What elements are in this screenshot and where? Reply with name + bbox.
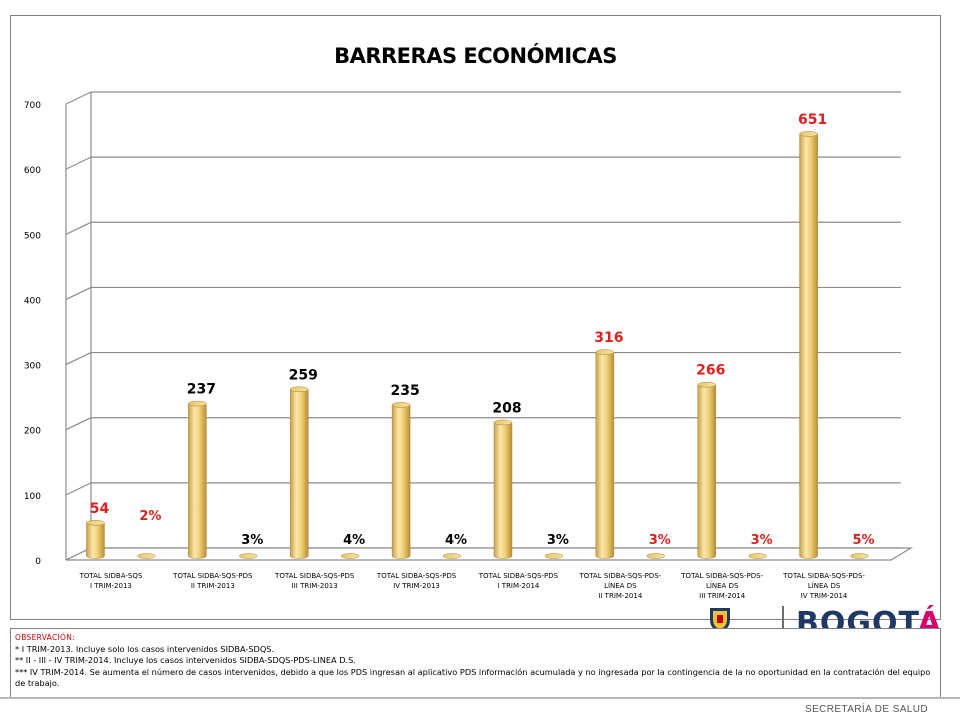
x-tick-label: I TRIM-2014 bbox=[498, 582, 540, 590]
chart-title: BARRERAS ECONÓMICAS bbox=[334, 44, 617, 68]
bar-cases-top bbox=[391, 402, 411, 408]
data-label-percent: 4% bbox=[343, 533, 365, 548]
observation-box: OBSERVACIÓN: * I TRIM-2013. Incluye solo… bbox=[10, 628, 941, 698]
data-label-percent: 3% bbox=[547, 533, 569, 548]
data-label-cases: 651 bbox=[798, 112, 827, 128]
bar-percent bbox=[340, 553, 360, 559]
bar-cases-top bbox=[289, 386, 309, 393]
observation-line-1: * I TRIM-2013. Incluye solo los casos in… bbox=[15, 643, 275, 654]
x-tick-label: TOTAL SIDBA-SQS-PDS bbox=[274, 572, 355, 580]
bar-cases bbox=[289, 389, 309, 559]
gridline-side bbox=[65, 286, 92, 300]
bar-cases-top bbox=[86, 520, 105, 526]
y-tick-label: 200 bbox=[24, 427, 41, 437]
x-tick-label: I TRIM-2013 bbox=[90, 582, 132, 590]
bar-cases-top bbox=[493, 419, 513, 426]
x-tick-label: LÍNEA DS bbox=[604, 581, 637, 590]
x-tick-label: LÍNEA DS bbox=[706, 581, 739, 590]
bar-percent bbox=[239, 553, 258, 559]
bar-percent bbox=[137, 553, 156, 559]
observation-title: OBSERVACIÓN: bbox=[15, 633, 75, 642]
coat-of-arms-icon bbox=[710, 608, 730, 633]
x-tick-label: II TRIM-2014 bbox=[598, 592, 642, 600]
bar-cases-top bbox=[799, 131, 818, 137]
bar-cases bbox=[391, 404, 411, 559]
y-tick-label: 600 bbox=[24, 166, 41, 176]
data-label-percent: 2% bbox=[139, 509, 161, 524]
observation-line-2: ** II - III - IV TRIM-2014. Incluye los … bbox=[15, 655, 356, 665]
data-label-cases: 54 bbox=[90, 501, 110, 517]
x-tick-label: TOTAL SIDBA-SQS-PDS- bbox=[782, 572, 865, 580]
bar-percent bbox=[442, 553, 462, 559]
bar-cases bbox=[595, 351, 615, 559]
data-label-cases: 208 bbox=[492, 401, 521, 417]
x-tick-label: TOTAL SIDBA-SQS-PDS- bbox=[578, 572, 661, 580]
data-label-cases: 237 bbox=[187, 382, 216, 398]
bar-cases bbox=[188, 403, 207, 559]
x-tick-label: LÍNEA DS bbox=[808, 581, 841, 590]
x-tick-label: TOTAL SIDBA-SQS bbox=[79, 572, 143, 580]
x-tick-label: TOTAL SIDBA-SQS-PDS- bbox=[680, 572, 763, 580]
bar-chart: 0 100 200 300 400 500 600 700 54 2% TOTAL SIDBA-SQ… bbox=[24, 91, 914, 600]
y-tick-label: 500 bbox=[24, 231, 41, 241]
data-label-percent: 3% bbox=[649, 533, 671, 548]
bar-cases bbox=[799, 133, 818, 559]
bar-cases bbox=[86, 522, 105, 559]
gridline-side bbox=[65, 91, 92, 105]
y-tick-label: 100 bbox=[24, 492, 41, 502]
gridline-side bbox=[65, 482, 92, 496]
bar-cases-top bbox=[595, 349, 615, 355]
gridline-side bbox=[65, 221, 92, 235]
bar-cases bbox=[697, 384, 716, 559]
bar-percent bbox=[748, 553, 767, 559]
gridline-side bbox=[65, 417, 92, 431]
data-label-percent: 3% bbox=[241, 533, 263, 548]
data-label-percent: 3% bbox=[751, 533, 773, 548]
x-tick-label: IV TRIM-2014 bbox=[801, 592, 848, 600]
chart-frame: BARRERAS ECONÓMICAS 0 100 200 300 400 500 600 7… bbox=[10, 15, 941, 620]
y-tick-label: 400 bbox=[24, 296, 41, 306]
data-label-cases: 259 bbox=[289, 367, 318, 383]
x-tick-label: III TRIM-2014 bbox=[699, 592, 746, 600]
y-tick-label: 700 bbox=[24, 101, 41, 111]
footer-rule bbox=[0, 697, 960, 699]
data-label-percent: 5% bbox=[852, 533, 874, 548]
x-tick-label: IV TRIM-2013 bbox=[393, 582, 440, 590]
bar-cases bbox=[493, 422, 513, 559]
y-tick-label: 0 bbox=[35, 557, 41, 567]
x-tick-label: TOTAL SIDBA-SQS-PDS bbox=[478, 572, 559, 580]
bar-percent bbox=[850, 553, 869, 559]
data-label-percent: 4% bbox=[445, 533, 467, 548]
y-tick-label: 300 bbox=[24, 362, 41, 372]
data-label-cases: 316 bbox=[594, 330, 623, 346]
x-tick-label: TOTAL SIDBA-SQS-PDS bbox=[376, 572, 457, 580]
bar-percent bbox=[544, 553, 564, 559]
data-label-cases: 235 bbox=[390, 383, 419, 399]
x-tick-label: TOTAL SIDBA-SQS-PDS bbox=[172, 572, 253, 580]
data-label-cases: 266 bbox=[696, 363, 725, 379]
bar-cases-top bbox=[188, 400, 207, 407]
footer-department: SECRETARÍA DE SALUD bbox=[805, 704, 929, 715]
x-tick-label: III TRIM-2013 bbox=[292, 582, 338, 590]
bar-percent bbox=[646, 553, 666, 559]
observation-line-3: *** IV TRIM-2014. Se aumenta el número d… bbox=[15, 666, 931, 689]
gridline-side bbox=[65, 156, 92, 170]
logo-divider bbox=[782, 606, 784, 636]
bar-cases-top bbox=[697, 381, 716, 388]
x-tick-label: II TRIM-2013 bbox=[191, 582, 235, 590]
gridline-side bbox=[65, 352, 92, 366]
